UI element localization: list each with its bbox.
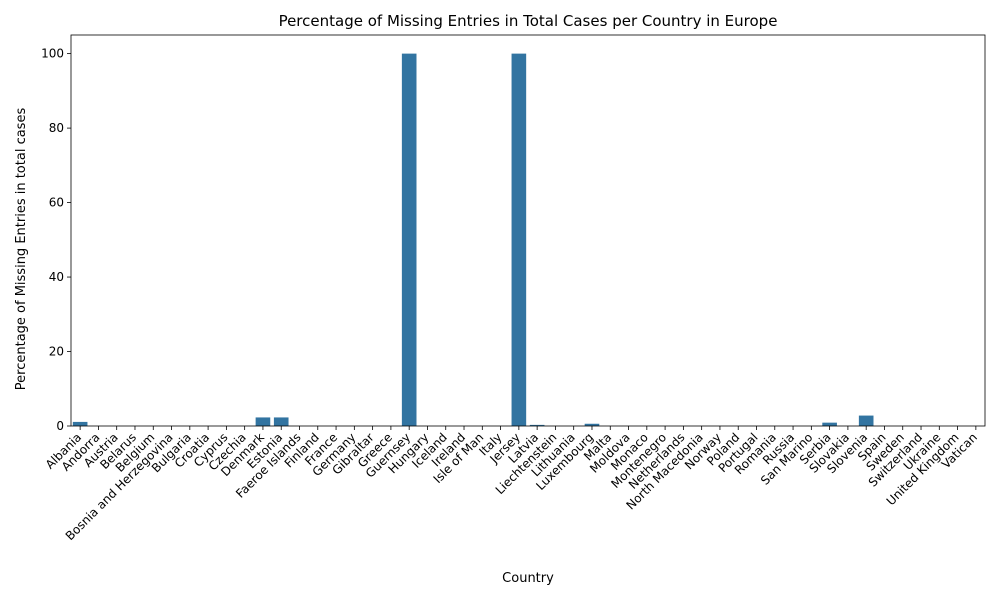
- y-axis-label: Percentage of Missing Entries in total c…: [14, 108, 29, 391]
- y-tick-label: 20: [49, 345, 64, 359]
- bar-albania: [72, 421, 88, 426]
- bar-latvia: [529, 424, 545, 426]
- y-tick-label: 60: [49, 196, 64, 210]
- y-tick-label: 80: [49, 121, 64, 135]
- y-axis: 0 20 40 60 80 100: [41, 47, 71, 433]
- plot-frame: [70, 34, 986, 427]
- bar-luxembourg: [584, 423, 600, 426]
- bar-slovenia: [858, 415, 874, 426]
- bar-guernsey: [401, 53, 417, 426]
- bar-serbia: [822, 422, 837, 426]
- chart-title: Percentage of Missing Entries in Total C…: [279, 12, 778, 30]
- bar-jersey: [511, 53, 527, 426]
- bar-denmark: [255, 417, 271, 426]
- x-axis-label: Country: [502, 571, 554, 586]
- y-tick-label: 40: [49, 270, 64, 284]
- bars-group: [72, 53, 874, 426]
- x-axis: AlbaniaAndorraAustriaBelarusBelgiumBosni…: [43, 426, 980, 543]
- y-tick-label: 0: [56, 419, 64, 433]
- y-tick-label: 100: [41, 47, 64, 61]
- bar-estonia: [273, 417, 289, 426]
